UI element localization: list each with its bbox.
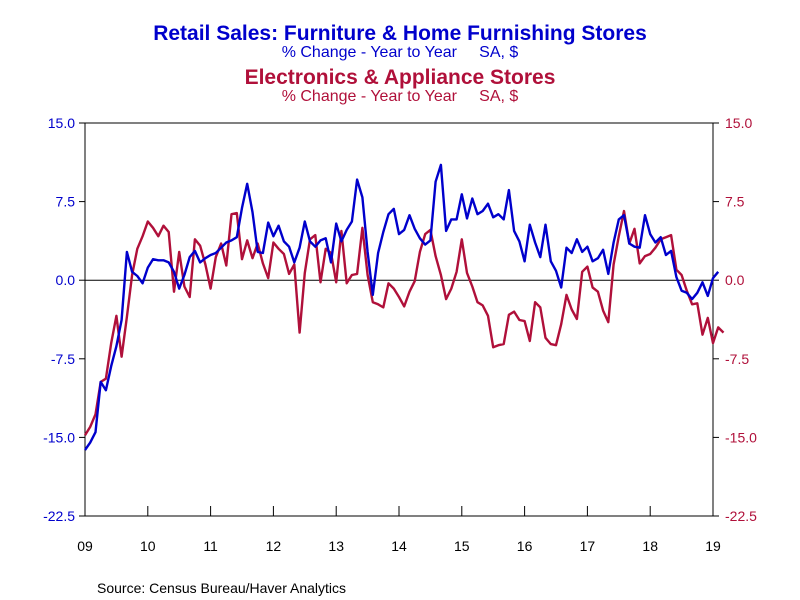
series-line — [83, 209, 725, 436]
chart-title-1: Retail Sales: Furniture & Home Furnishin… — [153, 22, 647, 45]
x-tick-label: 09 — [77, 538, 93, 554]
x-axis: 09 10 11 12 13 14 15 16 17 18 19 — [77, 506, 721, 554]
right-y-axis: 15.0 7.5 0.0 -7.5 -15.0 -22.5 — [713, 115, 757, 524]
right-y-tick-label: -7.5 — [725, 351, 749, 367]
source-note: Source: Census Bureau/Haver Analytics — [97, 580, 346, 596]
plot-area — [84, 122, 714, 517]
x-tick-label: 17 — [580, 538, 596, 554]
x-tick-label: 19 — [705, 538, 721, 554]
x-tick-label: 16 — [517, 538, 533, 554]
right-y-tick-label: 7.5 — [725, 194, 745, 210]
x-tick-label: 10 — [140, 538, 156, 554]
x-tick-label: 15 — [454, 538, 470, 554]
left-y-tick-label: -7.5 — [51, 351, 75, 367]
left-y-tick-label: -22.5 — [43, 508, 75, 524]
chart-title-2: Electronics & Appliance Stores — [245, 66, 556, 89]
x-tick-label: 11 — [203, 538, 218, 554]
right-y-tick-label: -22.5 — [725, 508, 757, 524]
chart-subtitle-2: % Change - Year to Year SA, $ — [282, 88, 519, 105]
left-y-tick-label: -15.0 — [43, 429, 75, 445]
left-y-tick-label: 7.5 — [56, 194, 76, 210]
x-tick-label: 18 — [642, 538, 658, 554]
x-tick-label: 14 — [391, 538, 407, 554]
right-y-tick-label: 15.0 — [725, 115, 752, 131]
left-y-tick-label: 15.0 — [48, 115, 75, 131]
x-tick-label: 13 — [328, 538, 344, 554]
chart-subtitle-1: % Change - Year to Year SA, $ — [282, 44, 519, 61]
right-y-tick-label: -15.0 — [725, 429, 757, 445]
left-y-axis: 15.0 7.5 0.0 -7.5 -15.0 -22.5 — [43, 115, 85, 524]
series-layer — [83, 163, 725, 451]
left-y-tick-label: 0.0 — [56, 272, 76, 288]
right-y-tick-label: 0.0 — [725, 272, 745, 288]
x-tick-label: 12 — [266, 538, 282, 554]
series-line — [84, 163, 720, 451]
